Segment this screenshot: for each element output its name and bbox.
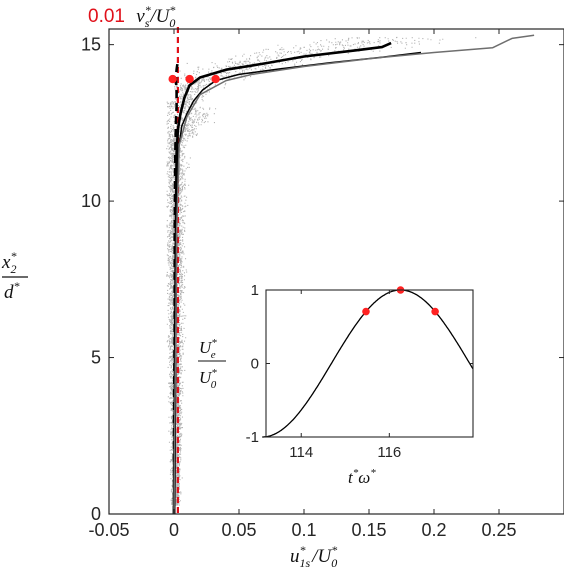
xlabel-base2: U [317, 546, 332, 567]
inset-ylabel-den-base: U [199, 368, 213, 387]
ylabel-den-base: d [4, 282, 14, 303]
x-tick-label: 0.15 [351, 520, 386, 540]
inset-ylabel-num-sup: * [211, 337, 217, 349]
reference-annotation: 0.01 v* s/U* 0 [88, 3, 175, 30]
inset-xlabel-base: t [348, 468, 354, 487]
annotation-var-sub: s [145, 16, 150, 30]
main-x-axis-label: u* 1s/U* 0 [290, 543, 337, 570]
xlabel-base: u [290, 546, 300, 567]
x-tick-label: 0 [169, 520, 179, 540]
inset-panel: 114 116-101 t*ω* U* e U* 0 [198, 282, 474, 487]
annotation-var-sup: * [145, 3, 151, 17]
inset-plot-background [266, 290, 473, 437]
y-tick-label: 0 [91, 504, 101, 524]
main-axes-frame [108, 28, 564, 515]
xlabel-sup: * [300, 543, 306, 557]
inset-y-tick-label: 0 [251, 356, 259, 373]
main-markers [168, 74, 220, 84]
annotation-base2-sup: * [169, 3, 175, 17]
inset-x-axis-label: t*ω* [348, 467, 376, 487]
ylabel-den-sup: * [14, 279, 20, 293]
annotation-base2-sub: 0 [169, 16, 175, 30]
x-tick-label: 0.25 [481, 520, 516, 540]
inset-xlabel-sup: * [353, 467, 359, 479]
y-tick-label: 10 [81, 191, 101, 211]
inset-y-tick-label: -1 [246, 429, 259, 446]
profile-series-line-4 [173, 34, 535, 515]
inset-x-tick-label: 116 [377, 444, 401, 461]
xlabel-base2-sup: * [331, 543, 337, 557]
x-tick-label: -0.05 [88, 520, 129, 540]
inset-ticks: 114 116 -1 0 1 [246, 282, 473, 461]
main-marker-point [168, 74, 177, 84]
annotation-var: v [136, 6, 145, 27]
inset-ylabel-num-base: U [199, 338, 213, 357]
svg-text:d*: d* [4, 279, 20, 303]
y-tick-label: 5 [91, 348, 101, 368]
x-tick-label: 0.2 [421, 520, 446, 540]
main-marker-point [211, 74, 220, 84]
main-marker-point [185, 74, 194, 84]
ylabel-num-sup: * [10, 249, 16, 263]
ylabel-num-base: x [1, 252, 11, 273]
inset-ylabel-den-sup: * [211, 367, 217, 379]
x-tick-label: 0.05 [221, 520, 256, 540]
inset-ylabel-num-sub: e [211, 349, 216, 361]
inset-y-tick-label: 1 [251, 282, 259, 299]
y-tick-label: 15 [81, 35, 101, 55]
xlabel-slash: / [311, 546, 319, 567]
inset-xlabel-base2: ω [358, 468, 370, 487]
x-tick-label: 0.1 [291, 520, 316, 540]
main-y-axis-label: x* 2 d* [1, 249, 28, 303]
svg-text:x*2: x* 2 [1, 249, 16, 276]
profile-series [172, 34, 535, 515]
annotation-coefficient: 0.01 [88, 6, 125, 27]
inset-xlabel-base2-sup: * [370, 467, 376, 479]
ylabel-num-sub: 2 [10, 262, 16, 276]
svg-text:U*0: U* 0 [199, 367, 217, 391]
annotation-base2: U [156, 6, 171, 27]
svg-text:U*e: U* e [199, 337, 217, 361]
inset-x-tick-label: 114 [289, 444, 313, 461]
xlabel-sub: 1s [300, 556, 311, 570]
inset-y-axis-label: U* e U* 0 [198, 337, 226, 391]
annotation-slash: / [149, 6, 157, 27]
inset-marker-point [431, 307, 439, 316]
xlabel-base2-sub: 0 [331, 556, 337, 570]
inset-marker-point [362, 307, 370, 316]
inset-ylabel-den-sub: 0 [211, 379, 217, 391]
